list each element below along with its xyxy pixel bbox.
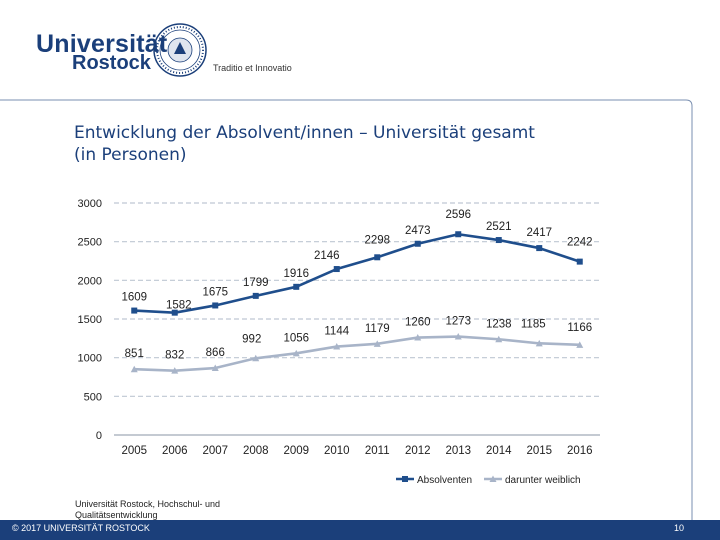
title-line-2: (in Personen): [74, 145, 187, 165]
y-tick-label: 3000: [78, 198, 102, 210]
data-label: 1166: [567, 322, 592, 334]
data-label: 1916: [283, 268, 309, 280]
y-tick-label: 500: [84, 391, 102, 403]
logo-wordmark-line2: Rostock: [72, 52, 151, 74]
data-label: 1799: [243, 277, 269, 289]
data-point: [212, 302, 219, 309]
data-point: [495, 237, 502, 244]
y-tick-label: 2500: [78, 237, 102, 249]
data-label: 2298: [364, 234, 390, 246]
header: Universität Rostock Traditio et Innovati…: [0, 0, 720, 520]
x-tick-label: 2011: [365, 445, 390, 457]
data-label: 832: [165, 350, 184, 362]
data-label: 2146: [314, 250, 340, 262]
data-point: [211, 364, 219, 372]
page-number: 10: [673, 523, 684, 533]
x-tick-label: 2013: [445, 445, 471, 457]
data-label: 992: [242, 333, 261, 345]
x-tick-label: 2012: [405, 445, 431, 457]
data-label: 1582: [166, 300, 192, 312]
data-label: 2521: [486, 221, 512, 233]
data-point: [333, 266, 340, 273]
data-point: [374, 254, 381, 261]
data-point: [495, 335, 503, 343]
legend-swatch-marker: [402, 476, 408, 482]
data-point: [131, 307, 138, 314]
data-label: 2473: [405, 225, 431, 237]
data-point: [373, 340, 381, 347]
logo-wordmark-line1: Universität: [36, 30, 168, 58]
data-label: 1179: [365, 323, 390, 335]
data-label: 2417: [526, 227, 552, 239]
data-point: [171, 367, 179, 374]
series-line-absolventen: [134, 232, 581, 314]
x-tick-label: 2015: [526, 445, 552, 457]
data-point: [414, 240, 421, 247]
data-point: [455, 231, 462, 238]
university-seal-icon: [153, 23, 207, 77]
data-label: 1144: [324, 326, 349, 338]
page-title: Entwicklung der Absolvent/innen – Univer…: [74, 122, 535, 166]
data-point: [252, 292, 259, 299]
data-label: 2596: [445, 209, 471, 221]
data-label: 1260: [405, 317, 431, 329]
y-tick-label: 1500: [78, 314, 102, 326]
motto-text: Traditio et Innovatio: [213, 63, 292, 73]
legend-label: darunter weiblich: [505, 475, 581, 486]
x-tick-label: 2008: [243, 445, 269, 457]
line-chart: 0 500 1000 1500 2000 2500 3000 2005 2006 2007 2008…: [78, 198, 600, 486]
y-tick-label: 2000: [78, 275, 102, 287]
data-label: 1609: [121, 292, 147, 304]
data-label: 1273: [445, 316, 471, 328]
x-tick-label: 2010: [324, 445, 350, 457]
data-point: [535, 339, 543, 347]
data-label: 1238: [486, 318, 512, 330]
x-tick-label: 2007: [202, 445, 228, 457]
data-point: [536, 245, 543, 252]
source-note: Universität Rostock, Hochschul- und Qual…: [75, 499, 221, 520]
data-label: 851: [125, 348, 144, 360]
data-point: [252, 354, 260, 362]
title-line-1: Entwicklung der Absolvent/innen – Univer…: [74, 123, 535, 143]
data-point: [293, 283, 300, 290]
data-label: 1675: [202, 286, 228, 298]
series-line-weiblich: [134, 335, 580, 372]
x-tick-label: 2009: [283, 445, 309, 457]
data-point: [130, 365, 138, 373]
data-point: [414, 334, 422, 341]
data-label: 866: [206, 347, 225, 359]
data-point: [292, 349, 300, 357]
data-point: [171, 309, 178, 316]
data-point: [454, 333, 462, 340]
data-label: 1056: [283, 332, 309, 344]
y-tick-label: 1000: [78, 353, 102, 365]
data-point: [576, 258, 583, 265]
x-tick-label: 2016: [567, 445, 593, 457]
x-tick-label: 2014: [486, 445, 512, 457]
x-tick-label: 2006: [162, 445, 188, 457]
data-point: [333, 343, 341, 350]
legend-label: Absolventen: [417, 475, 472, 486]
y-tick-label: 0: [96, 430, 102, 442]
data-point: [576, 341, 584, 348]
data-label: 1185: [521, 318, 546, 330]
copyright-text: © 2017 UNIVERSITÄT ROSTOCK: [12, 523, 150, 533]
x-tick-label: 2005: [121, 445, 147, 457]
data-label: 2242: [567, 237, 593, 249]
footer-bar: © 2017 UNIVERSITÄT ROSTOCK 10: [0, 520, 720, 540]
legend-swatch-marker: [489, 475, 497, 482]
